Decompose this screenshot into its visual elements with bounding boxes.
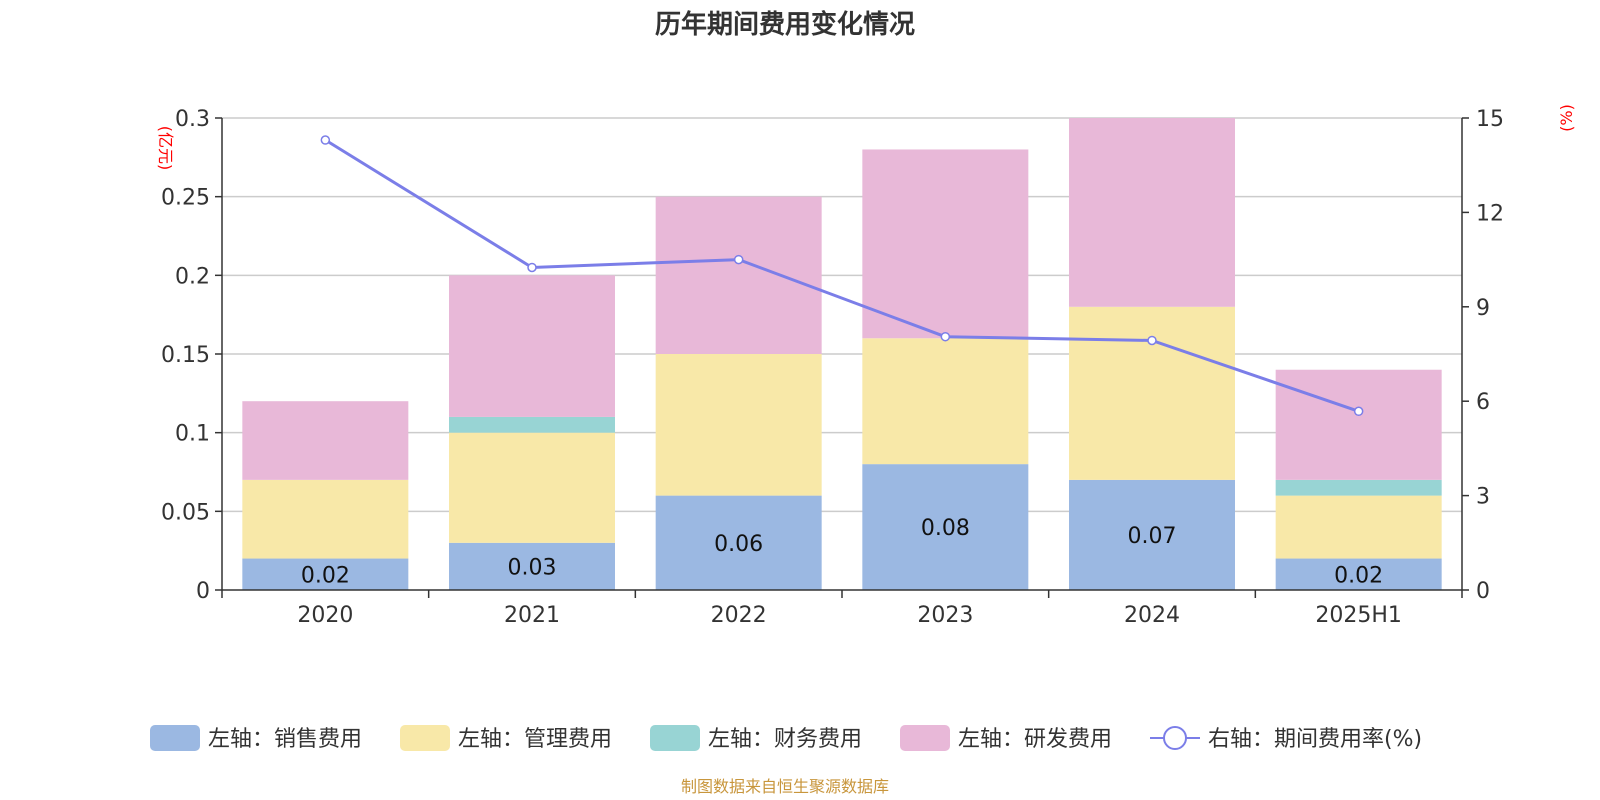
bar-value-label: 0.08 xyxy=(921,516,970,541)
bar-1-2024 xyxy=(1069,306,1235,480)
bar-value-label: 0.02 xyxy=(1334,563,1383,588)
bar-2-2021 xyxy=(449,416,615,433)
bar-0-2024 xyxy=(1069,479,1235,590)
bar-0-2020 xyxy=(242,558,409,590)
rate-line-path xyxy=(324,138,1360,413)
x-tick-label: 2020 xyxy=(297,603,353,628)
rate-point-2023 xyxy=(940,331,951,342)
right-tick-label: 9 xyxy=(1476,296,1490,321)
bar-2-2025H1 xyxy=(1275,479,1442,496)
right-tick-label: 3 xyxy=(1476,485,1490,510)
bar-3-2023 xyxy=(862,149,1029,339)
bar-3-2025H1 xyxy=(1275,369,1442,480)
bar-3-2022 xyxy=(655,196,822,354)
legend-label-3: 左轴：研发费用 xyxy=(958,727,1112,752)
left-tick-label: 0.05 xyxy=(161,500,210,525)
x-tick-label: 2021 xyxy=(504,603,560,628)
bar-labels: 0.02 0.03 0.06 0.08 0.07 0.02 xyxy=(301,516,1383,588)
legend-swatch-0 xyxy=(150,725,200,751)
left-tick-label: 0 xyxy=(196,579,210,604)
bar-3-2024 xyxy=(1069,118,1235,307)
right-tick-label: 0 xyxy=(1476,579,1490,604)
bar-value-label: 0.06 xyxy=(714,532,763,557)
x-tick-label: 2023 xyxy=(917,603,973,628)
legend-label-1: 左轴：管理费用 xyxy=(458,727,612,752)
rate-point-2024 xyxy=(1147,335,1157,346)
bar-value-label: 0.03 xyxy=(508,555,557,580)
right-tick-label: 15 xyxy=(1476,107,1504,132)
bars xyxy=(242,118,1442,590)
bar-value-label: 0.07 xyxy=(1128,524,1177,549)
right-tick-label: 12 xyxy=(1476,201,1504,226)
source-note: 制图数据来自恒生聚源数据库 xyxy=(681,777,889,796)
bar-value-label: 0.02 xyxy=(301,563,350,588)
x-tick-label: 2025H1 xyxy=(1315,603,1402,628)
right-tick-label: 6 xyxy=(1476,390,1490,415)
chart-title: 历年期间费用变化情况 xyxy=(655,9,915,40)
x-tick-label: 2024 xyxy=(1124,603,1180,628)
legend-marker xyxy=(1163,726,1187,750)
left-tick-label: 0.1 xyxy=(175,422,210,447)
left-axis-unit: (亿元) xyxy=(156,126,175,171)
left-tick-label: 0.2 xyxy=(175,264,210,289)
rate-point-2025H1 xyxy=(1353,406,1364,417)
bar-0-2021 xyxy=(449,542,615,590)
legend: 左轴：销售费用 左轴：管理费用 左轴：财务费用 左轴：研发费用 右轴：期间费用率(%) xyxy=(150,725,1422,752)
bar-1-2023 xyxy=(862,338,1029,465)
bar-1-2022 xyxy=(655,354,822,496)
left-tick-label: 0.3 xyxy=(175,107,210,132)
legend-label-4: 右轴：期间费用率(%) xyxy=(1208,727,1422,752)
bar-0-2022 xyxy=(655,495,822,590)
left-tick-label: 0.25 xyxy=(161,186,210,211)
bar-0-2023 xyxy=(862,464,1029,590)
legend-swatch-3 xyxy=(900,725,950,751)
x-tick-label: 2022 xyxy=(711,603,767,628)
bar-1-2025H1 xyxy=(1275,495,1442,559)
left-tick-label: 0.15 xyxy=(161,343,210,368)
rate-line xyxy=(320,135,1364,417)
legend-swatch-1 xyxy=(400,725,450,751)
bar-1-2021 xyxy=(449,432,615,543)
right-axis-unit: (%) xyxy=(1557,104,1576,132)
rate-point-2022 xyxy=(733,254,744,265)
rate-point-2020 xyxy=(320,135,331,145)
legend-swatch-2 xyxy=(650,725,700,751)
bar-3-2021 xyxy=(449,275,615,417)
rate-point-2021 xyxy=(527,262,537,273)
bar-3-2020 xyxy=(242,401,409,480)
legend-label-0: 左轴：销售费用 xyxy=(208,727,362,752)
bar-1-2020 xyxy=(242,479,409,559)
legend-label-2: 左轴：财务费用 xyxy=(708,727,862,752)
grid-lines xyxy=(222,117,1462,513)
axes: 0 0.05 0.1 0.15 0.2 0.25 0.3 0 3 6 9 12 15 2020 2021 20… xyxy=(161,107,1504,628)
bar-0-2025H1 xyxy=(1275,558,1442,590)
